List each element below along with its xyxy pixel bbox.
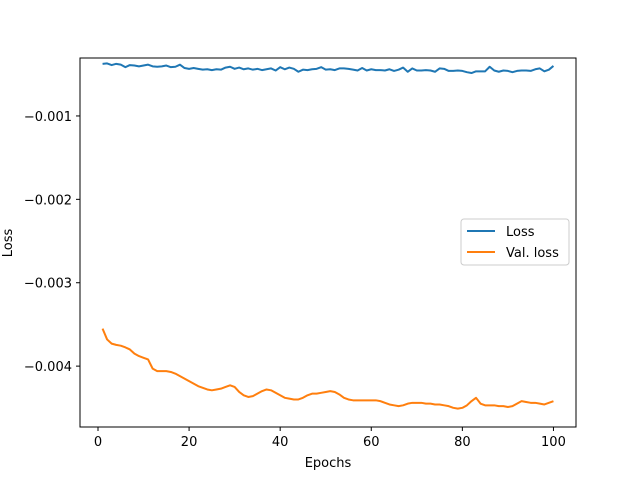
x-tick-label: 60: [363, 435, 380, 450]
x-tick-label: 0: [94, 435, 102, 450]
x-tick-label: 20: [181, 435, 198, 450]
x-tick-label: 40: [272, 435, 289, 450]
axes-frame: [79, 57, 577, 428]
y-tick-label: −0.004: [24, 360, 72, 375]
y-axis-ticks: −0.001 −0.002 −0.003 −0.004: [24, 110, 80, 375]
y-tick-label: −0.001: [24, 110, 72, 125]
y-axis-label: Loss: [1, 229, 16, 258]
legend-label-loss: Loss: [506, 225, 535, 240]
legend: Loss Val. loss: [460, 218, 570, 266]
y-tick-label: −0.002: [24, 193, 72, 208]
series-line-val-loss: [101, 328, 554, 410]
x-tick-label: 80: [454, 435, 471, 450]
plot-lines: [101, 62, 555, 410]
x-axis-label: Epochs: [305, 456, 352, 471]
series-line-loss: [102, 62, 555, 75]
legend-label-val-loss: Val. loss: [506, 246, 559, 261]
x-axis-ticks: 0 20 40 60 80 100: [94, 427, 566, 450]
x-tick-label: 100: [541, 435, 566, 450]
y-tick-label: −0.003: [24, 277, 72, 292]
